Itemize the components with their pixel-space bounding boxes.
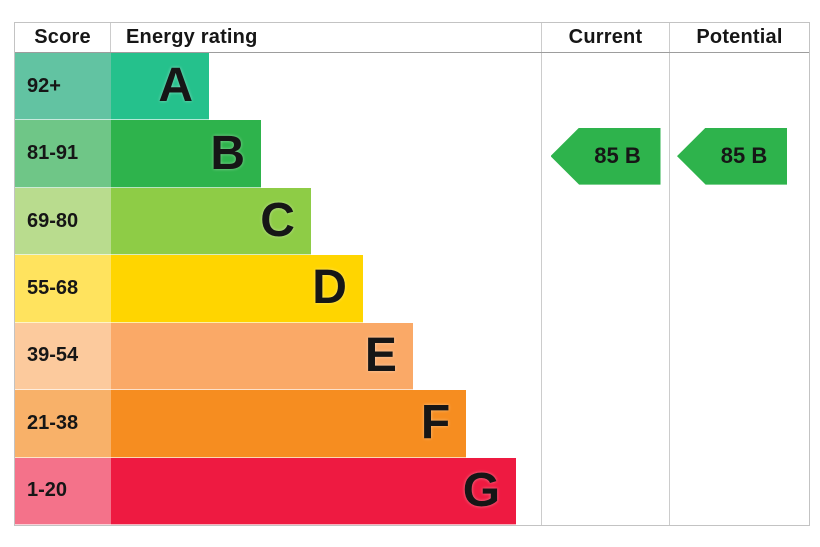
grade-letter-a: A bbox=[158, 59, 194, 113]
header-score: Score bbox=[15, 23, 111, 52]
potential-cell-g bbox=[669, 457, 809, 525]
score-band-c: 69-80 bbox=[15, 187, 111, 256]
rating-bar-d: D bbox=[111, 255, 363, 323]
rating-row-b: 81-91 B 85 B 85 B bbox=[15, 120, 809, 188]
rating-bar-c: C bbox=[111, 187, 311, 256]
score-band-d: 55-68 bbox=[15, 255, 111, 323]
potential-cell-d bbox=[669, 255, 809, 323]
score-band-g: 1-20 bbox=[15, 457, 111, 525]
header-energy-rating: Energy rating bbox=[126, 26, 258, 48]
current-cell-e bbox=[541, 322, 669, 391]
potential-cell-a bbox=[669, 53, 809, 121]
score-band-e: 39-54 bbox=[15, 322, 111, 391]
rating-row-a: 92+ A bbox=[15, 53, 809, 121]
current-cell-a bbox=[541, 53, 669, 121]
rating-row-g: 1-20 G bbox=[15, 457, 809, 525]
rating-rows: 92+ A 81-91 B 85 B bbox=[15, 53, 809, 525]
score-band-f: 21-38 bbox=[15, 390, 111, 458]
chart-header-row: Score Energy rating Current Potential bbox=[15, 23, 809, 53]
current-cell-f bbox=[541, 390, 669, 458]
rating-bar-a: A bbox=[111, 53, 210, 121]
grade-letter-f: F bbox=[420, 396, 451, 450]
epc-energy-rating-chart: Score Energy rating Current Potential 92… bbox=[14, 22, 810, 526]
score-band-b: 81-91 bbox=[15, 120, 111, 188]
rating-row-e: 39-54 E bbox=[15, 322, 809, 391]
current-cell-b: 85 B bbox=[541, 120, 669, 188]
current-cell-g bbox=[541, 457, 669, 525]
grade-letter-e: E bbox=[364, 328, 397, 382]
rating-bar-e: E bbox=[111, 322, 413, 391]
grade-letter-g: G bbox=[462, 463, 501, 517]
potential-rating-label: 85 B bbox=[720, 143, 768, 169]
header-potential: Potential bbox=[669, 23, 809, 52]
rating-row-d: 55-68 D bbox=[15, 255, 809, 323]
potential-rating-arrow-icon: 85 B bbox=[677, 127, 787, 185]
score-band-a: 92+ bbox=[15, 53, 111, 121]
grade-letter-b: B bbox=[210, 126, 246, 180]
rating-bar-f: F bbox=[111, 390, 467, 458]
potential-cell-e bbox=[669, 322, 809, 391]
rating-row-f: 21-38 F bbox=[15, 390, 809, 458]
rating-bar-b: B bbox=[111, 120, 262, 188]
grade-letter-c: C bbox=[260, 194, 295, 248]
grade-letter-d: D bbox=[312, 261, 347, 315]
rating-row-c: 69-80 C bbox=[15, 187, 809, 256]
current-cell-c bbox=[541, 187, 669, 256]
header-current: Current bbox=[541, 23, 669, 52]
current-cell-d bbox=[541, 255, 669, 323]
potential-cell-f bbox=[669, 390, 809, 458]
current-rating-label: 85 B bbox=[594, 143, 641, 169]
current-rating-arrow-icon: 85 B bbox=[550, 127, 661, 185]
rating-bar-g: G bbox=[111, 457, 517, 525]
potential-cell-c bbox=[669, 187, 809, 256]
potential-cell-b: 85 B bbox=[669, 120, 809, 188]
